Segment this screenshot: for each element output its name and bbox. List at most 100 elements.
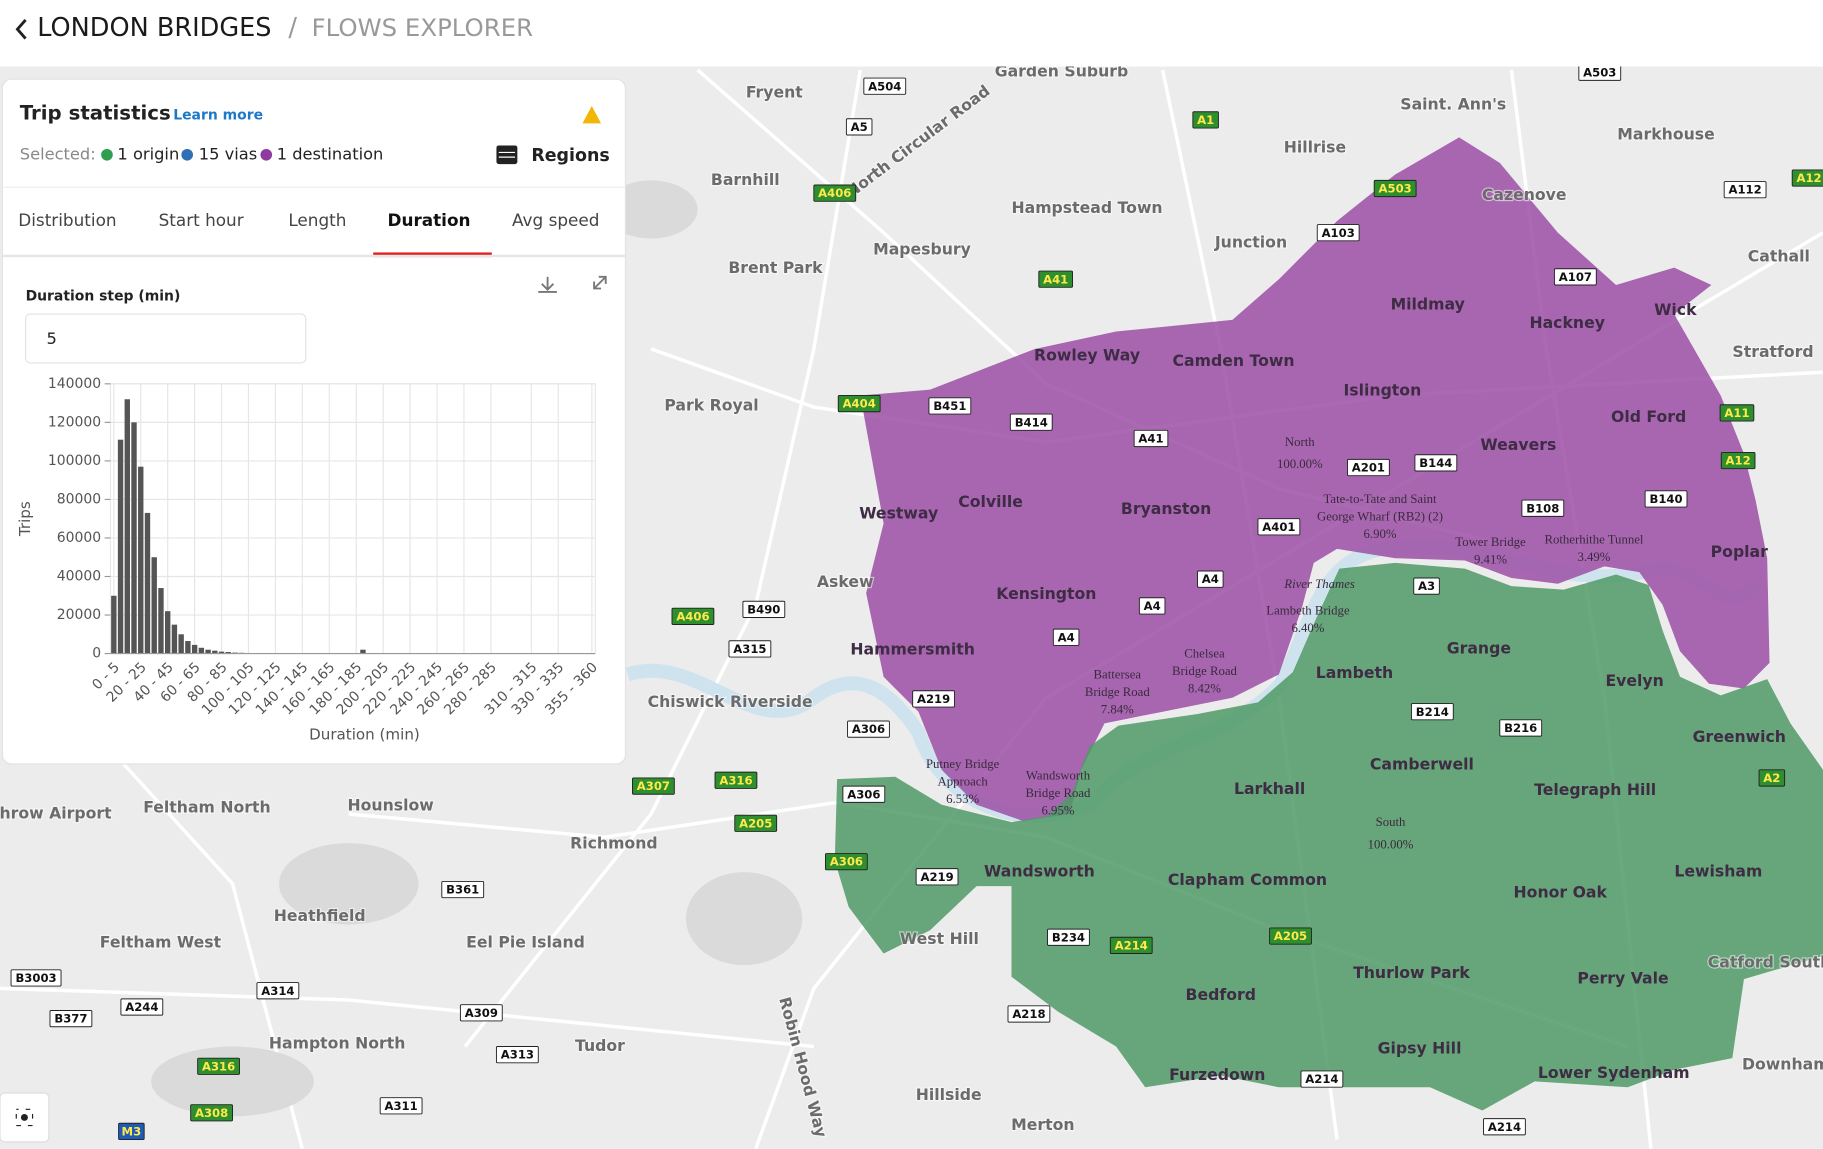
bridge-share: 6.40% xyxy=(1291,621,1324,635)
road-shield-label: A406 xyxy=(818,186,851,200)
tab[interactable]: Distribution xyxy=(18,210,116,230)
road-shield: A12 xyxy=(1720,451,1756,470)
place-label: Poplar xyxy=(1711,542,1768,561)
learn-more-link[interactable]: Learn more xyxy=(173,107,263,123)
y-tick-label: 120000 xyxy=(48,414,101,430)
road-shield: A406 xyxy=(813,184,857,202)
place-label: Camberwell xyxy=(1370,755,1474,774)
place-label: Catford South xyxy=(1708,952,1823,971)
via-dot xyxy=(181,148,193,161)
road-shield: A315 xyxy=(728,640,772,658)
road-shield-label: A1 xyxy=(1197,113,1214,127)
back-arrow[interactable] xyxy=(15,18,27,40)
place-label: Downham xyxy=(1742,1055,1823,1074)
bar xyxy=(164,611,171,654)
place-label: Lower Sydenham xyxy=(1538,1063,1690,1082)
road-shield-box xyxy=(1791,169,1823,187)
y-tick-label: 80000 xyxy=(57,491,101,507)
locate-button[interactable] xyxy=(0,1092,50,1143)
tab[interactable]: Avg speed xyxy=(512,210,599,230)
road-shield-label: A306 xyxy=(852,722,885,736)
road-shield: A314 xyxy=(256,982,300,1000)
bridge-name: Tower Bridge xyxy=(1455,535,1526,549)
tab[interactable]: Length xyxy=(288,210,346,230)
road-shield-box xyxy=(915,868,959,886)
road-shield: A103 xyxy=(1316,224,1360,242)
road-shield: B490 xyxy=(742,600,786,618)
y-tick-label: 140000 xyxy=(48,376,101,392)
place-label: Grange xyxy=(1447,638,1511,657)
road-shield: A205 xyxy=(734,814,778,832)
selected-destination: 1 destination xyxy=(277,144,384,163)
bar xyxy=(144,512,151,654)
road-shield-label: A313 xyxy=(501,1048,534,1062)
road-shield: A201 xyxy=(1347,458,1390,477)
road-shield-label: A503 xyxy=(1379,182,1412,196)
road-shield: A218 xyxy=(1007,1005,1051,1023)
place-label: Greenwich xyxy=(1693,727,1786,746)
tab[interactable]: Duration xyxy=(387,210,470,230)
step-label: Duration step (min) xyxy=(26,289,181,305)
road-shield-box xyxy=(495,1046,539,1064)
road-shield: B144 xyxy=(1414,454,1458,472)
page-title[interactable]: LONDON BRIDGES xyxy=(37,13,271,43)
regions-icon[interactable] xyxy=(496,145,518,165)
place-label: Wick xyxy=(1654,300,1697,319)
bar xyxy=(178,634,184,654)
road-shield-label: A4 xyxy=(1202,572,1219,586)
road-shield-box xyxy=(1720,451,1756,470)
road-shield: A214 xyxy=(1483,1118,1526,1136)
selected-label: Selected: xyxy=(20,144,96,163)
road-shield: A308 xyxy=(190,1104,233,1122)
histogram: 0200004000060000800001000001200001400000… xyxy=(16,376,601,744)
road-shield-label: B451 xyxy=(933,399,966,413)
step-value[interactable]: 5 xyxy=(47,329,57,348)
download-icon[interactable] xyxy=(538,276,557,293)
road-shield-box xyxy=(1047,928,1090,946)
road-shield: A404 xyxy=(837,394,881,413)
y-tick-label: 40000 xyxy=(57,568,101,584)
road-shield-label: A12 xyxy=(1726,454,1751,468)
road-shield-box xyxy=(1644,490,1688,508)
road-shield: B377 xyxy=(49,1010,93,1028)
place-label: Cathall xyxy=(1748,247,1810,266)
road-shield-label: A308 xyxy=(195,1106,228,1120)
expand-icon[interactable] xyxy=(593,275,607,290)
regions-button[interactable]: Regions xyxy=(531,146,609,166)
x-axis-label: Duration (min) xyxy=(309,725,420,743)
road-shield: A306 xyxy=(847,720,890,738)
place-label: Bedford xyxy=(1186,985,1256,1004)
road-shield-box xyxy=(1052,628,1080,646)
y-tick-label: 20000 xyxy=(57,607,101,623)
road-shield-label: B214 xyxy=(1416,705,1449,719)
road-shield-box xyxy=(1138,597,1166,615)
place-label: River Thames xyxy=(1283,577,1355,591)
north-region[interactable] xyxy=(860,137,1770,821)
road-shield: B414 xyxy=(1009,413,1053,431)
road-shield-label: B144 xyxy=(1419,456,1452,470)
road-shield: A205 xyxy=(1269,927,1312,945)
tab[interactable]: Start hour xyxy=(159,210,244,230)
road-shield-box xyxy=(632,777,675,795)
road-shield-box xyxy=(1347,458,1390,477)
road-shield-label: A4 xyxy=(1144,599,1161,613)
road-shield-box xyxy=(813,184,857,202)
place-label: Rowley Way xyxy=(1034,345,1140,364)
road-shield-label: A316 xyxy=(202,1059,235,1073)
road-shield: B108 xyxy=(1521,499,1565,517)
place-label: Saint. Ann's xyxy=(1400,94,1506,113)
y-tick-label: 60000 xyxy=(57,530,101,546)
road-shield-label: B234 xyxy=(1052,930,1085,944)
bridge-share: 6.53% xyxy=(946,792,979,806)
step-input[interactable] xyxy=(24,313,307,364)
road-shield-box xyxy=(837,394,881,413)
bridge-name: Tate-to-Tate and Saint xyxy=(1324,492,1438,506)
place-label: Kensington xyxy=(996,584,1096,603)
road-shield-label: A107 xyxy=(1559,270,1592,284)
warning-icon[interactable] xyxy=(582,105,602,124)
bridge-name: George Wharf (RB2) (2) xyxy=(1317,509,1443,523)
road-shield-box xyxy=(190,1104,233,1122)
selected-origin: 1 origin xyxy=(117,144,179,163)
south-region[interactable] xyxy=(834,562,1823,1111)
